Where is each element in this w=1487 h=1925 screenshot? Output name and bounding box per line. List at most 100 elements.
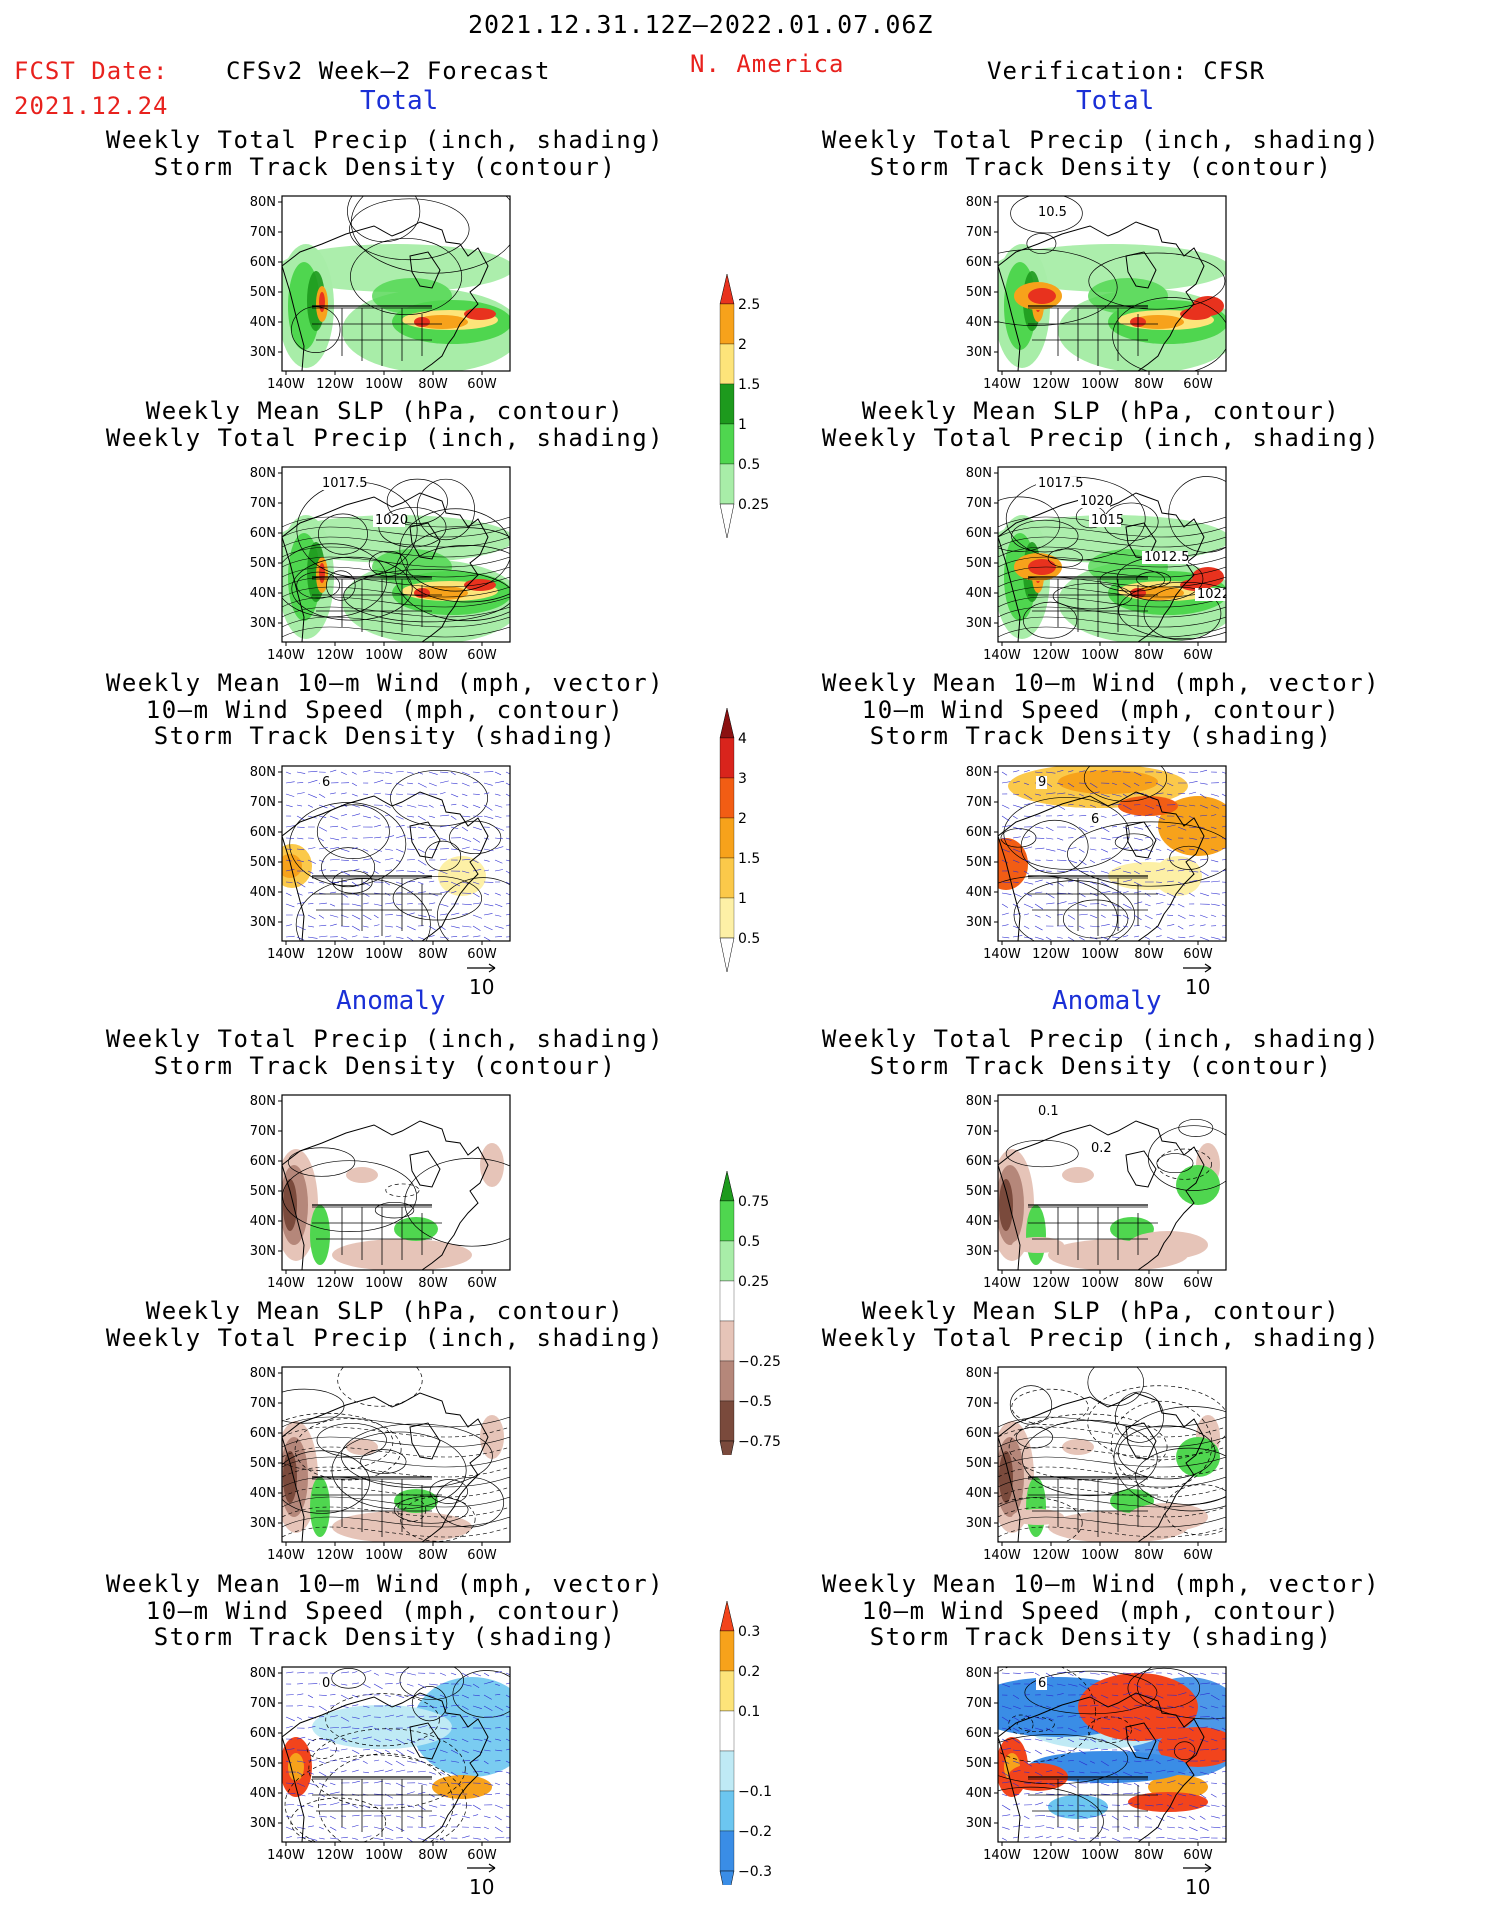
lon-tick-label: 80W [418, 947, 448, 962]
panel-title-line: Weekly Mean 10–m Wind (mph, vector) [105, 1570, 665, 1598]
colorbar-label: −0.2 [738, 1824, 772, 1840]
contour-label: 0.1 [1038, 1104, 1059, 1119]
lat-tick-label: 60N [250, 1726, 276, 1741]
colorbar-label: 0.3 [738, 1624, 760, 1640]
panel-title-line: 10–m Wind Speed (mph, contour) [145, 696, 625, 724]
colorbar-label: −0.3 [738, 1864, 772, 1880]
colorbar-swatch [719, 1240, 735, 1282]
colorbar-swatch [719, 1750, 735, 1792]
lat-tick-label: 40N [250, 885, 276, 900]
lat-tick-label: 50N [250, 855, 276, 870]
contour-label: 1015 [1091, 513, 1124, 528]
contour-label: 6 [322, 775, 330, 790]
lat-tick-label: 50N [966, 855, 992, 870]
lat-tick-label: 60N [250, 526, 276, 541]
lon-tick-label: 60W [467, 1548, 497, 1563]
map-precip-track-verification-total: 10.5 80N 70N 60N 50N 40N 30N 140W 120W 100W 80W 60W [966, 195, 1227, 392]
lon-tick-label: 120W [316, 1548, 354, 1563]
lon-tick-label: 80W [418, 1848, 448, 1863]
contour-label: 1017.5 [322, 476, 368, 491]
lon-tick-label: 120W [316, 1848, 354, 1863]
lon-tick-label: 100W [1081, 1276, 1119, 1291]
lat-tick-label: 30N [966, 915, 992, 930]
panel-title-line: Weekly Total Precip (inch, shading) [105, 424, 665, 452]
lat-tick-label: 50N [966, 1756, 992, 1771]
lat-tick-label: 30N [966, 345, 992, 360]
colorbar-label: 0.25 [738, 1274, 769, 1290]
lat-tick-label: 30N [250, 1516, 276, 1531]
colorbar-swatch [719, 503, 735, 539]
map-slp-precip-forecast-total: 1017.5 1020 80N 70N 60N 50N 40N 30N 140W 120W 100W… [250, 466, 511, 663]
lat-tick-label: 80N [250, 1666, 276, 1681]
map-precip-track-forecast-anomaly: 80N 70N 60N 50N 40N 30N 140W 120W 100W 80W 60W [250, 1094, 511, 1291]
lat-tick-label: 50N [250, 285, 276, 300]
vector-reference-label: 10 [1185, 1875, 1210, 1899]
lat-tick-label: 70N [250, 496, 276, 511]
panel-title-line: Weekly Total Precip (inch, shading) [105, 1324, 665, 1352]
colorbar-swatch [719, 1870, 735, 1885]
colorbar-swatch [719, 1320, 735, 1362]
vector-reference-label: 10 [1185, 975, 1210, 999]
lat-tick-label: 80N [966, 1366, 992, 1381]
colorbar-label: 0.2 [738, 1664, 760, 1680]
lon-tick-label: 80W [418, 377, 448, 392]
lon-tick-label: 60W [467, 377, 497, 392]
lon-tick-label: 140W [983, 1848, 1021, 1863]
lat-tick-label: 80N [966, 1666, 992, 1681]
colorbar-label: 3 [738, 771, 747, 787]
lon-tick-label: 100W [365, 1548, 403, 1563]
lon-tick-label: 120W [1032, 1276, 1070, 1291]
lon-tick-label: 140W [267, 1276, 305, 1291]
lat-tick-label: 30N [250, 1816, 276, 1831]
lon-tick-label: 140W [983, 377, 1021, 392]
region-label: N. America [690, 50, 845, 78]
colorbar-label: 0.75 [738, 1194, 769, 1210]
panel-title-line: Weekly Mean SLP (hPa, contour) [861, 397, 1341, 425]
panel-title-line: Weekly Mean 10–m Wind (mph, vector) [821, 669, 1381, 697]
colorbar-swatch [719, 1710, 735, 1752]
lon-tick-label: 80W [1134, 377, 1164, 392]
lon-tick-label: 120W [316, 947, 354, 962]
lat-tick-label: 60N [250, 825, 276, 840]
panel-title-line: Storm Track Density (shading) [153, 722, 617, 750]
lon-tick-label: 140W [267, 648, 305, 663]
contour-label: 10.5 [1038, 205, 1067, 220]
panel-title-line: Weekly Total Precip (inch, shading) [821, 1025, 1381, 1053]
vector-reference-arrow: 10 [1183, 963, 1212, 999]
colorbar-swatch [719, 1600, 735, 1632]
panel-title-line: Storm Track Density (contour) [869, 153, 1333, 181]
contour-label: 1012.5 [1144, 550, 1190, 565]
colorbar-swatch [719, 897, 735, 939]
panel-title-line: Weekly Total Precip (inch, shading) [105, 1025, 665, 1053]
lon-tick-label: 60W [467, 1276, 497, 1291]
lat-tick-label: 30N [966, 1516, 992, 1531]
colorbar-swatch [719, 1360, 735, 1402]
lat-tick-label: 70N [250, 795, 276, 810]
lat-tick-label: 60N [966, 1154, 992, 1169]
lon-tick-label: 140W [983, 1548, 1021, 1563]
panel-title-line: Storm Track Density (contour) [153, 1052, 617, 1080]
section-anomaly-right: Anomaly [1052, 986, 1162, 1016]
lon-tick-label: 60W [467, 947, 497, 962]
lon-tick-label: 120W [316, 377, 354, 392]
vector-reference-label: 10 [469, 1875, 494, 1899]
lat-tick-label: 60N [966, 1726, 992, 1741]
lat-tick-label: 40N [250, 1486, 276, 1501]
lat-tick-label: 50N [966, 285, 992, 300]
colorbar-precip-anomaly: 0.75 0.5 0.25 −0.25 −0.5 −0.75 [719, 1170, 781, 1455]
colorbar-swatch [719, 1400, 735, 1442]
colorbar-track-anomaly: 0.3 0.2 0.1 −0.1 −0.2 −0.3 [719, 1600, 772, 1885]
colorbar-swatch [719, 1630, 735, 1672]
lat-tick-label: 50N [966, 1456, 992, 1471]
colorbar-label: 0.25 [738, 497, 769, 513]
lon-tick-label: 60W [1183, 947, 1213, 962]
colorbar-label: 1.5 [738, 377, 760, 393]
lat-tick-label: 50N [250, 1184, 276, 1199]
colorbar-swatch [719, 1790, 735, 1832]
map-slp-precip-verification-total: 1017.510151012.51022.5102080N70N60N50N40… [966, 466, 1227, 663]
contour-label: 1020 [1080, 494, 1113, 509]
fcst-date-label: FCST Date: [14, 57, 169, 85]
lat-tick-label: 40N [966, 1786, 992, 1801]
colorbar-swatch [719, 383, 735, 425]
lon-tick-label: 100W [365, 377, 403, 392]
